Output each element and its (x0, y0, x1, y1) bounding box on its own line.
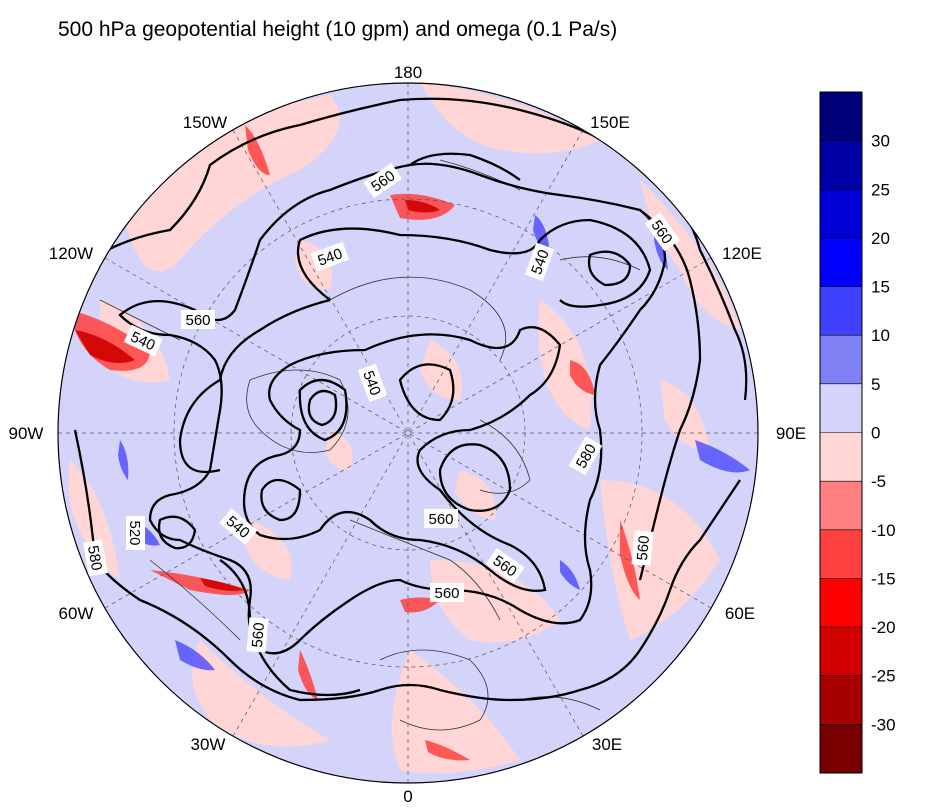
lon-label-90w: 90W (9, 424, 44, 443)
colorbar-swatch (820, 627, 862, 676)
colorbar-tick-label: 25 (871, 180, 890, 199)
svg-text:560: 560 (428, 511, 453, 528)
colorbar-swatch (820, 383, 862, 433)
height-contours (59, 97, 748, 702)
contour-label: 560 (631, 530, 654, 566)
svg-text:520: 520 (126, 520, 143, 545)
svg-text:580: 580 (84, 544, 105, 572)
lon-label-60e: 60E (725, 604, 755, 623)
lon-label-120e: 120E (722, 244, 762, 263)
colorbar-swatch (820, 140, 862, 190)
colorbar-swatch (820, 189, 862, 238)
contour-label: 560 (246, 617, 269, 653)
colorbar-tick-label: -10 (871, 521, 896, 540)
longitude-labels: 180 150E 120E 90E 60E 30E 0 30W 60W 90W … (9, 63, 807, 806)
lon-label-90e: 90E (776, 424, 806, 443)
lon-label-30e: 30E (592, 735, 622, 754)
colorbar-tick-label: -30 (871, 715, 896, 734)
colorbar-swatch (820, 481, 862, 530)
colorbar-tick-label: -15 (871, 569, 896, 588)
contour-label: 560 (424, 509, 458, 528)
colorbar-tick-label: 15 (871, 278, 890, 297)
omega-field (58, 83, 758, 783)
svg-text:560: 560 (249, 622, 268, 648)
colorbar-swatch (820, 92, 862, 141)
colorbar-tick-label: -25 (871, 667, 896, 686)
colorbar-tick-label: -5 (871, 472, 886, 491)
lon-label-0: 0 (403, 787, 412, 806)
colorbar-swatch (820, 529, 862, 579)
contour-label: 580 (83, 539, 108, 577)
contour-label: 560 (430, 583, 464, 602)
colorbar-swatch (820, 335, 862, 384)
colorbar-tick-label: 10 (871, 326, 890, 345)
colorbar-tick-label: 30 (871, 132, 890, 151)
colorbar-swatch (820, 724, 862, 773)
colorbar-tick-label: 20 (871, 229, 890, 248)
colorbar-swatch (820, 578, 862, 628)
svg-text:560: 560 (634, 535, 653, 561)
lon-label-150e: 150E (590, 113, 630, 132)
contour-label: 560 (181, 310, 215, 329)
contour-label: 520 (126, 516, 145, 550)
colorbar-tick-label: 0 (871, 424, 880, 443)
lon-label-60w: 60W (59, 604, 94, 623)
lon-label-180: 180 (394, 63, 422, 82)
colorbar-swatch (820, 286, 862, 336)
svg-text:560: 560 (434, 585, 459, 602)
chart-title: 500 hPa geopotential height (10 gpm) and… (58, 18, 618, 41)
lon-label-120w: 120W (49, 244, 93, 263)
lon-label-150w: 150W (183, 113, 227, 132)
svg-text:560: 560 (185, 312, 210, 329)
colorbar-tick-label: -20 (871, 618, 896, 637)
colorbar-swatch (820, 675, 862, 725)
colorbar-swatch (820, 432, 862, 482)
colorbar: 30 25 20 15 10 5 0 -5 -10 -15 -20 -25 -30 (819, 91, 896, 774)
colorbar-tick-label: 5 (871, 375, 880, 394)
colorbar-swatch (820, 237, 862, 287)
lon-label-30w: 30W (191, 735, 226, 754)
